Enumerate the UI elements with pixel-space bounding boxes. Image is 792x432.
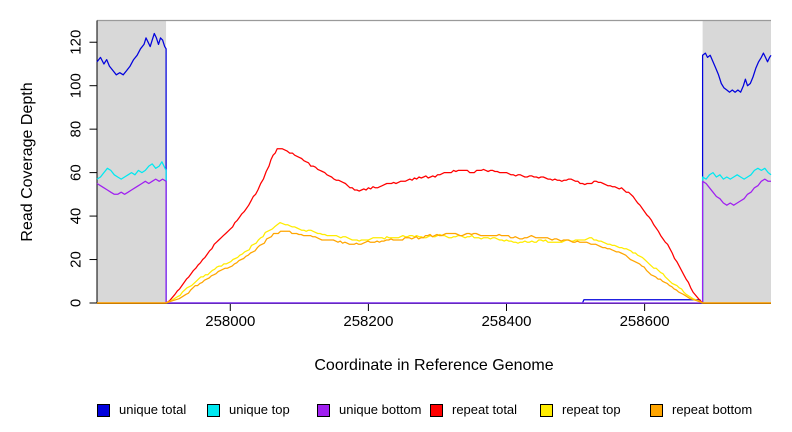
y-axis-title: Read Coverage Depth — [19, 82, 36, 242]
y-tick-label: 40 — [68, 208, 85, 225]
series-repeat-bottom — [97, 230, 771, 304]
x-tick-label: 258400 — [481, 313, 531, 330]
y-tick-label: 100 — [68, 73, 85, 98]
y-tick-label: 80 — [68, 121, 85, 138]
masked-region-left — [97, 20, 167, 303]
series-repeat-top — [97, 221, 771, 304]
series-unique-total — [96, 32, 772, 304]
x-tick-label: 258200 — [343, 313, 393, 330]
x-tick-label: 258000 — [205, 313, 255, 330]
x-axis-title: Coordinate in Reference Genome — [314, 357, 554, 374]
series-repeat-total — [97, 148, 771, 304]
masked-region-right — [702, 20, 771, 303]
y-tick-label: 120 — [68, 30, 85, 55]
y-tick-label: 60 — [68, 164, 85, 181]
y-tick-label: 20 — [68, 251, 85, 268]
series-unique-bottom — [96, 178, 771, 304]
x-tick-label: 258600 — [620, 313, 670, 330]
y-tick-label: 0 — [68, 299, 85, 307]
